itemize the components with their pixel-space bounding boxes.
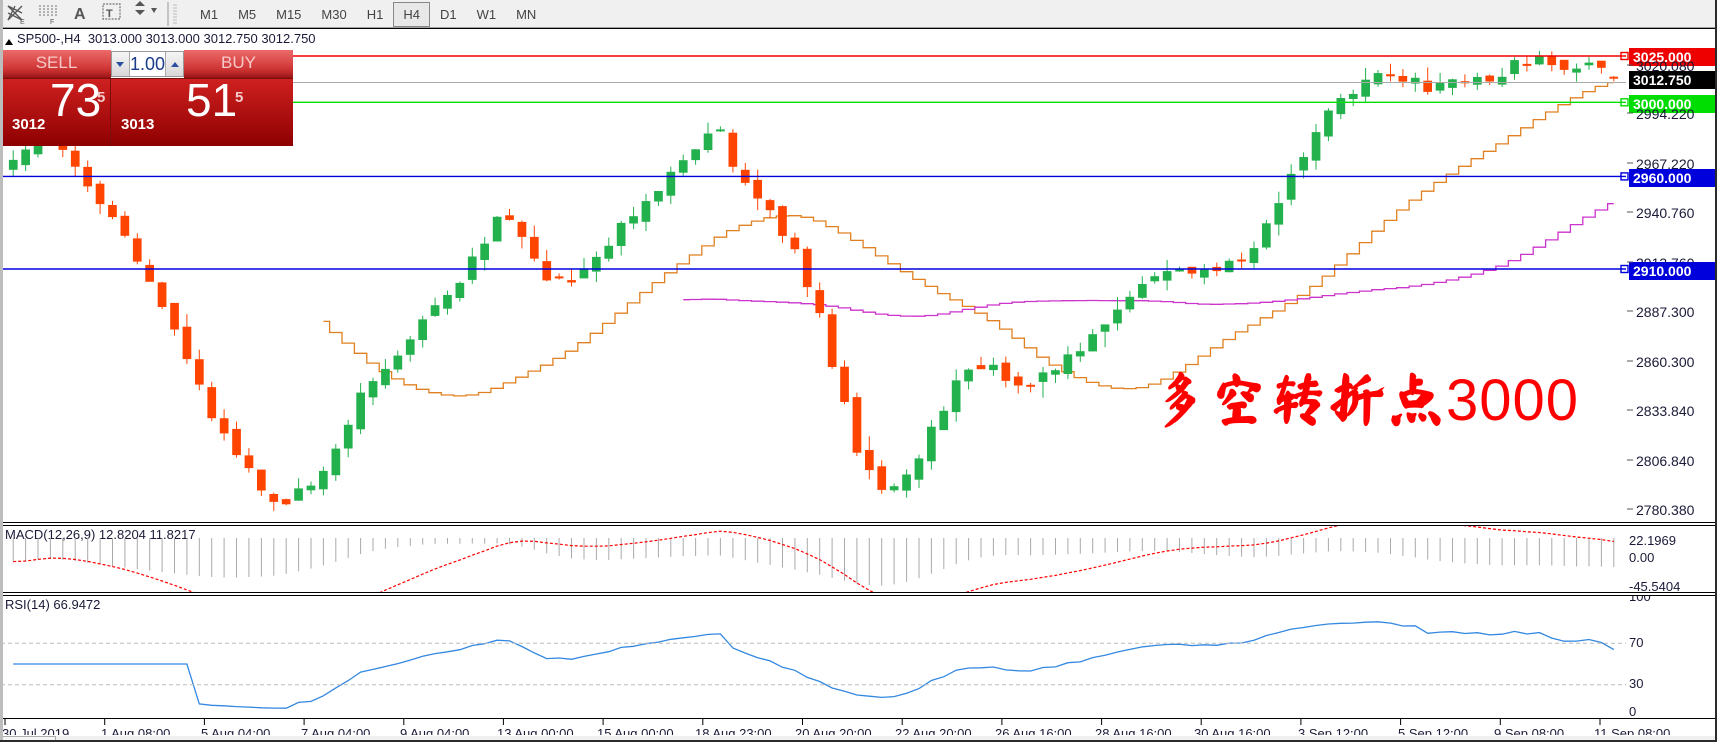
svg-text:A: A [74,6,86,23]
svg-text:T: T [106,8,113,20]
svg-text:F: F [50,19,54,26]
svg-text:E: E [20,19,25,26]
